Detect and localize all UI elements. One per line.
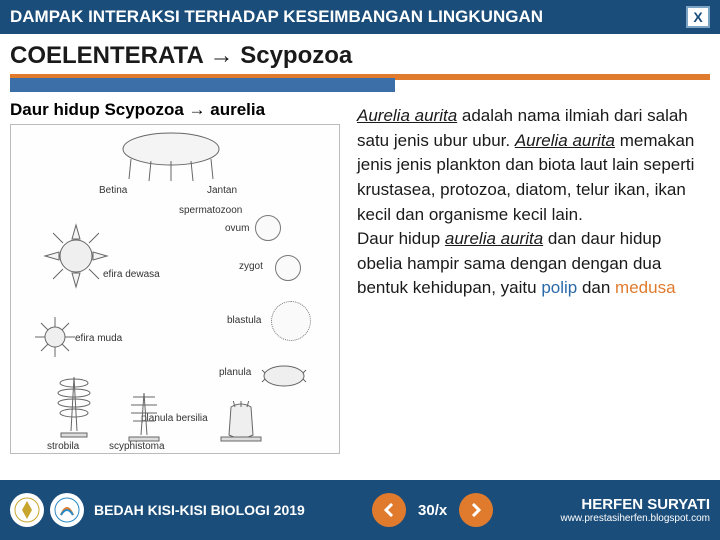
title-row: COELENTERATA → Scypozoa <box>0 34 720 92</box>
label-ovum: ovum <box>225 223 249 234</box>
left-column: Daur hidup Scypozoa → aurelia Betina Jan… <box>10 100 345 454</box>
label-sperm: spermatozoon <box>179 205 242 216</box>
efira-dewasa-icon <box>41 221 111 291</box>
node-zygot <box>275 255 301 281</box>
chevron-right-icon <box>469 503 483 517</box>
sci-name-3: aurelia aurita <box>445 229 543 248</box>
footer-logos <box>10 493 84 527</box>
page-number: 30/x <box>418 502 447 519</box>
right-column: Aurelia aurita adalah nama ilmiah dari s… <box>357 100 710 454</box>
header-bar: DAMPAK INTERAKSI TERHADAP KESEIMBANGAN L… <box>0 0 720 34</box>
label-scyphistoma: scyphistoma <box>109 441 165 452</box>
label-efira-muda: efira muda <box>75 333 122 344</box>
sci-name-2: Aurelia aurita <box>515 131 615 150</box>
planula-bersilia-icon <box>211 401 271 445</box>
footer-url: www.prestasiherfen.blogspot.com <box>560 513 710 524</box>
content-area: Daur hidup Scypozoa → aurelia Betina Jan… <box>0 92 720 454</box>
title-bluebar <box>10 78 395 92</box>
node-blastula <box>271 301 311 341</box>
footer-right: HERFEN SURYATI www.prestasiherfen.blogsp… <box>560 496 710 524</box>
footer-bar: BEDAH KISI-KISI BIOLOGI 2019 30/x HERFEN… <box>0 480 720 540</box>
badge-x: X <box>686 6 710 28</box>
footer-left-text: BEDAH KISI-KISI BIOLOGI 2019 <box>94 502 305 518</box>
label-strobila: strobila <box>47 441 79 452</box>
header-title: DAMPAK INTERAKSI TERHADAP KESEIMBANGAN L… <box>10 7 678 27</box>
label-jantan: Jantan <box>207 185 237 196</box>
label-blastula: blastula <box>227 315 261 326</box>
strobila-icon <box>47 375 101 441</box>
planula-icon <box>261 361 307 391</box>
footer-author: HERFEN SURYATI <box>560 496 710 513</box>
lifecycle-diagram: Betina Jantan spermatozoon ovum zygot bl… <box>10 124 340 454</box>
scyphistoma-icon <box>119 389 169 447</box>
logo-kurikulum-icon <box>50 493 84 527</box>
page-title: COELENTERATA → Scypozoa <box>10 42 710 70</box>
chevron-left-icon <box>382 503 396 517</box>
medusa-adult-icon <box>111 131 231 187</box>
label-planula: planula <box>219 367 251 378</box>
subtitle: Daur hidup Scypozoa → aurelia <box>10 100 345 120</box>
description-text: Aurelia aurita adalah nama ilmiah dari s… <box>357 104 710 301</box>
node-ovum <box>255 215 281 241</box>
footer-nav: 30/x <box>372 493 493 527</box>
efira-muda-icon <box>29 311 81 363</box>
label-betina: Betina <box>99 185 127 196</box>
term-medusa: medusa <box>615 278 675 297</box>
sci-name-1: Aurelia aurita <box>357 106 457 125</box>
label-zygot: zygot <box>239 261 263 272</box>
term-polip: polip <box>541 278 577 297</box>
label-efira-dewasa: efira dewasa <box>103 269 160 280</box>
logo-garuda-icon <box>10 493 44 527</box>
next-button[interactable] <box>459 493 493 527</box>
prev-button[interactable] <box>372 493 406 527</box>
